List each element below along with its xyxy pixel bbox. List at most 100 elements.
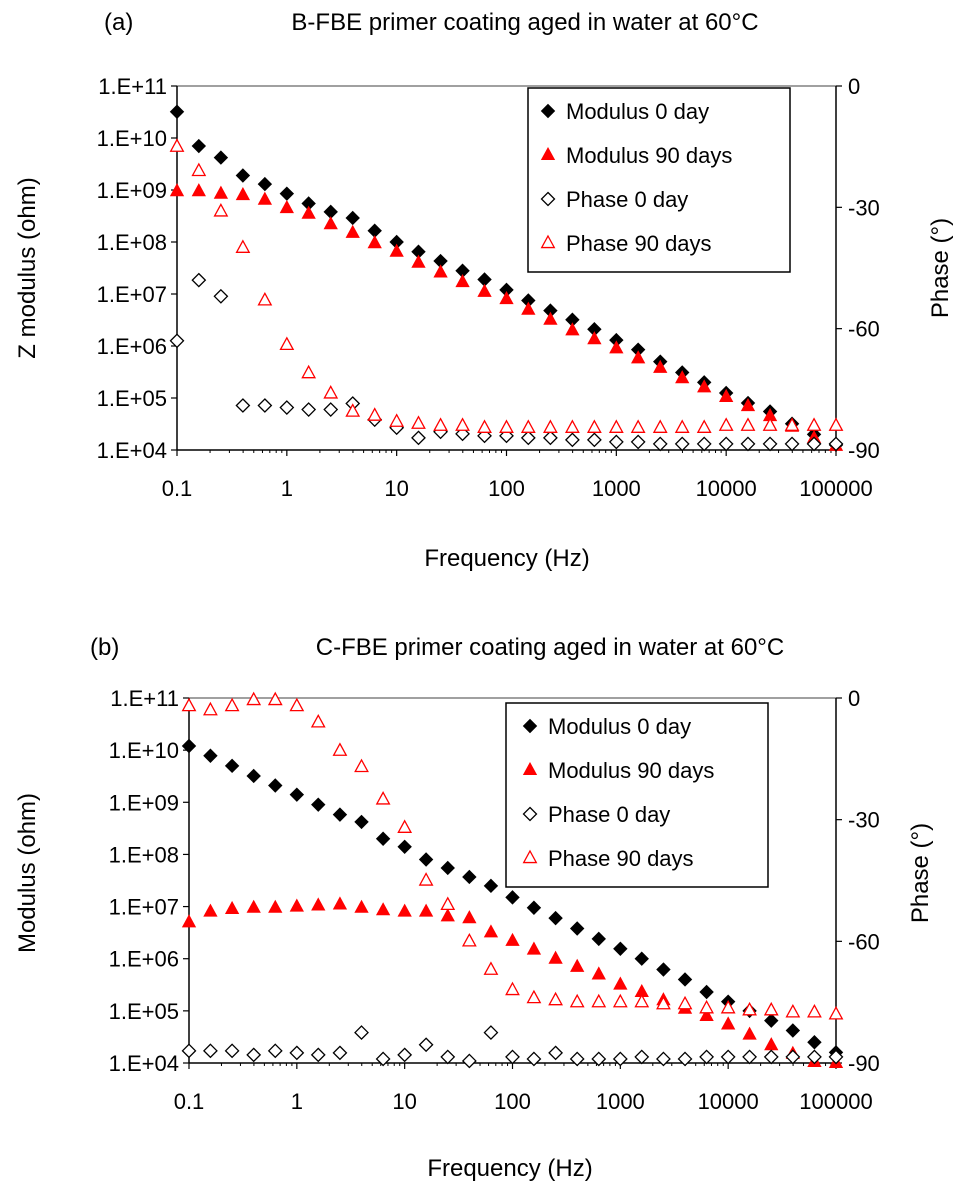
x-tick-label: 1000 [596,1089,645,1114]
series-phase-90-days-point [279,336,295,351]
series-modulus-90-days-point [323,216,338,230]
series-phase-90-days-point [191,162,207,177]
series-phase-90-days-point [246,691,262,706]
series-phase-0-day-point [674,436,690,452]
legend-marker-point [522,718,538,734]
series-modulus-90-days-point [613,976,628,990]
series-modulus-90-days-point [433,264,448,278]
series-modulus-90-days-point [279,199,294,214]
series-modulus-0-day-point [613,941,628,956]
series-modulus-90-days-point [499,290,514,305]
y-tick-label: 1.E+06 [97,334,167,359]
series-phase-0-day-point [630,434,646,450]
x-tick-label: 1 [291,1089,303,1114]
series-phase-90-days-point [203,701,218,716]
legend-entry-modulus-90-days: Modulus 90 days [522,758,714,783]
series-phase-90-days-point [564,419,580,433]
series-phase-90-days-point [828,1005,844,1020]
series-phase-0-day [169,272,844,452]
x-tick-label: 1 [281,476,293,501]
series-modulus-0-day-point [526,900,542,915]
series-modulus-90-days-point [367,235,382,249]
legend-marker-point [522,849,538,864]
series-phase-0-day-point [548,1045,564,1061]
series-phase-0-day-point [634,1049,650,1065]
series-modulus-90-days-point [721,1016,736,1030]
x-tick-label: 10 [392,1089,416,1114]
series-phase-90-days-point [289,697,305,712]
series-phase-90-days-point [411,415,426,429]
legend-box [505,702,769,888]
x-axis-label: Frequency (Hz) [427,1155,592,1182]
x-tick-label: 100000 [799,1089,872,1114]
series-phase-0-day-point [461,1053,477,1069]
series-modulus-0-day-point [677,972,693,987]
series-modulus-90-days-point [440,908,455,922]
series-phase-0-day-point [301,402,317,417]
series-modulus-90-days-point [301,205,316,219]
series-phase-0-day-point [440,1049,456,1065]
series-phase-90-days-point [433,417,448,431]
series-modulus-0-day-point [807,1035,822,1050]
data-marks [169,104,844,453]
series-modulus-90-days-point [477,283,492,297]
series-phase-0-day-point [785,1049,801,1065]
series-modulus-90-days-point [591,966,606,980]
chart-panel-a: (a) B-FBE primer coating aged in water a… [14,9,954,572]
series-modulus-90-days-point [213,185,229,199]
series-phase-0-day-point [191,272,207,288]
series-phase-90-days-point [461,932,477,947]
series-modulus-0-day-point [224,758,240,774]
series-phase-0-day-point [289,1045,305,1061]
plot-area: 0.1 1 10 100 1000 10000 100000 1.E+04 1.E+05 1.E+… [97,74,880,501]
series-phase-0-day-point [652,436,668,452]
legend-label: Modulus 90 days [566,143,732,168]
series-phase-90-days-point [375,791,391,805]
series-phase-90-days-point [213,203,229,217]
y2-tick-label: -90 [848,438,880,463]
series-phase-90-days-point [699,999,714,1014]
series-phase-90-days-point [367,407,383,421]
series-phase-90-days-point [520,419,536,433]
legend-label: Modulus 0 day [548,714,691,739]
series-phase-0-day-point [418,1037,434,1053]
series-phase-0-day-point [224,1043,240,1059]
series-modulus-90-days-point [565,322,580,336]
series-phase-0-day-point [542,430,558,446]
y-tick-label: 1.E+11 [110,686,179,711]
series-modulus-90-days-point [483,924,499,938]
series-modulus-90-days-point [521,301,536,315]
y2-tick-label: -60 [848,317,880,342]
series-phase-0-day-point [267,1043,283,1059]
series-phase-90-days-point [389,413,405,427]
series-phase-0-day-point [828,436,844,452]
series-phase-0-day-point [569,1051,585,1067]
y-tick-label: 1.E+07 [97,282,167,307]
chart-title: C-FBE primer coating aged in water at 60… [316,634,784,661]
x-tick-label: 100 [494,1089,531,1114]
series-modulus-90-days-point [462,910,477,924]
series-phase-90-days-point [677,995,693,1010]
series-phase-90-days-point [345,403,361,417]
x-tick-label: 100 [488,476,525,501]
series-phase-90-days-point [257,291,273,306]
series-modulus-0-day-point [169,104,185,119]
series-modulus-90-days-point [397,903,412,917]
series-modulus-0-day-point [699,984,714,1000]
series-phase-0-day-point [279,400,295,415]
series-modulus-90-days-point [289,898,304,912]
x-tick-label: 0.1 [174,1089,205,1114]
series-modulus-90-days-point [257,191,273,205]
series-modulus-0-day-point [268,778,283,793]
series-modulus-90-days-point [543,311,558,325]
series-phase-90-days-point [569,993,585,1008]
series-phase-0-day-point [235,398,251,413]
series-modulus-90-days-point [411,254,426,268]
series-phase-0-day-point [608,434,624,450]
series-phase-90-days-point [499,419,514,433]
series-phase-90-days-point [301,364,317,379]
series-phase-90-days-point [418,872,434,886]
series-modulus-90-days-point [181,914,197,928]
series-phase-0-day-point [246,1047,262,1063]
y2-tick-label: 0 [848,74,860,99]
